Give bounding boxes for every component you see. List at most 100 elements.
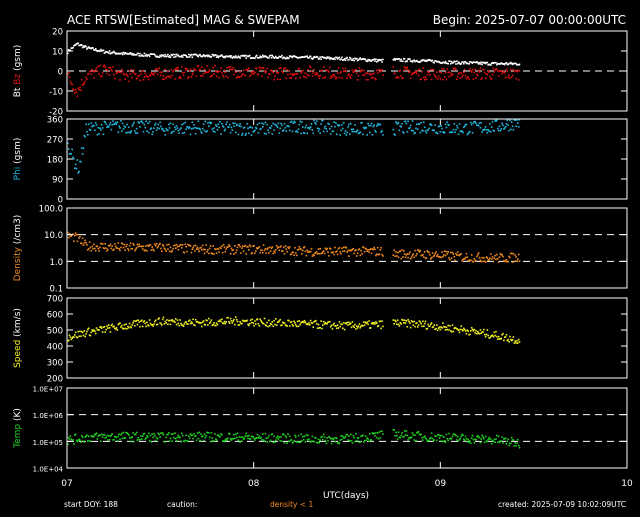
- speed-point: [491, 334, 494, 336]
- bt-point: [184, 54, 187, 56]
- bz-point: [293, 74, 295, 76]
- bz-point: [234, 68, 236, 71]
- density-point: [450, 251, 452, 254]
- bt-point: [266, 56, 268, 58]
- speed-point: [105, 328, 107, 331]
- bt-point: [296, 57, 299, 59]
- bz-point: [479, 67, 482, 70]
- phi-point: [350, 128, 353, 131]
- bz-point: [106, 72, 108, 75]
- density-point: [399, 250, 402, 252]
- temp-point: [290, 439, 293, 441]
- phi-point: [239, 123, 241, 125]
- speed-point: [434, 328, 436, 331]
- speed-point: [492, 335, 495, 338]
- density-point: [482, 260, 484, 263]
- speed-point: [476, 332, 478, 335]
- bt-point: [228, 55, 231, 57]
- bt-point: [261, 56, 263, 58]
- temp-point: [435, 435, 437, 438]
- phi-point: [423, 126, 426, 129]
- phi-point: [439, 131, 442, 133]
- temp-point: [261, 439, 263, 441]
- phi-point: [156, 127, 159, 129]
- phi-point: [260, 127, 262, 130]
- density-point: [94, 247, 96, 250]
- phi-point: [256, 123, 259, 126]
- bz-point: [480, 78, 482, 81]
- bz-point: [262, 67, 265, 69]
- speed-point: [469, 333, 471, 336]
- speed-point: [443, 325, 445, 328]
- speed-point: [375, 321, 377, 323]
- speed-point: [117, 323, 120, 326]
- speed-point: [512, 336, 515, 338]
- phi-point: [416, 128, 419, 131]
- bt-point: [252, 57, 254, 59]
- phi-point: [144, 126, 147, 129]
- speed-point: [302, 320, 304, 323]
- bt-point: [100, 48, 102, 51]
- temp-point: [356, 437, 359, 439]
- bt-point: [104, 51, 106, 54]
- phi-point: [457, 133, 460, 135]
- temp-point: [297, 434, 300, 437]
- bz-point: [497, 70, 499, 72]
- bz-point: [71, 83, 73, 86]
- density-point: [292, 251, 294, 254]
- temp-point: [443, 436, 445, 438]
- temp-point: [326, 437, 328, 439]
- temp-point: [278, 436, 281, 438]
- phi-point: [431, 129, 434, 131]
- phi-point: [100, 129, 102, 131]
- temp-point: [256, 433, 259, 436]
- temp-point: [510, 436, 513, 439]
- bz-point: [452, 67, 455, 69]
- speed-point: [470, 326, 473, 329]
- phi-point: [200, 130, 202, 133]
- phi-point: [434, 124, 436, 126]
- speed-point: [194, 324, 196, 327]
- temp-point: [99, 434, 101, 436]
- temp-point: [162, 434, 165, 436]
- density-point: [453, 255, 456, 258]
- phi-point: [398, 129, 401, 132]
- density-point: [77, 233, 79, 236]
- temp-point: [102, 433, 105, 436]
- density-point: [494, 254, 496, 257]
- temp-point: [163, 441, 166, 443]
- phi-point: [111, 123, 113, 126]
- phi-point: [124, 126, 126, 128]
- bz-point: [436, 71, 438, 73]
- phi-point: [460, 130, 462, 133]
- phi-point: [409, 126, 411, 129]
- speed-point: [353, 326, 355, 328]
- speed-point: [483, 328, 485, 331]
- bz-point: [435, 76, 437, 79]
- temp-point: [294, 434, 296, 437]
- bz-point: [349, 77, 352, 79]
- temp-point: [483, 441, 486, 443]
- bt-point: [254, 57, 256, 60]
- bz-point: [475, 77, 477, 79]
- bt-point: [109, 52, 112, 55]
- speed-point: [230, 320, 233, 322]
- bt-point: [512, 62, 515, 65]
- temp-point: [133, 440, 135, 443]
- density-point: [333, 253, 335, 256]
- phi-point: [233, 125, 235, 127]
- bz-point: [127, 75, 129, 78]
- bt-point: [187, 56, 189, 58]
- phi-point: [70, 152, 73, 155]
- speed-point: [413, 320, 415, 323]
- phi-point: [67, 142, 69, 145]
- bt-point: [442, 61, 444, 64]
- phi-point: [490, 126, 493, 128]
- phi-point: [467, 132, 469, 135]
- density-point: [423, 251, 426, 253]
- phi-point: [141, 122, 144, 124]
- phi-point: [417, 123, 420, 125]
- density-point: [146, 250, 148, 252]
- bz-point: [329, 66, 331, 69]
- density-point: [496, 253, 498, 256]
